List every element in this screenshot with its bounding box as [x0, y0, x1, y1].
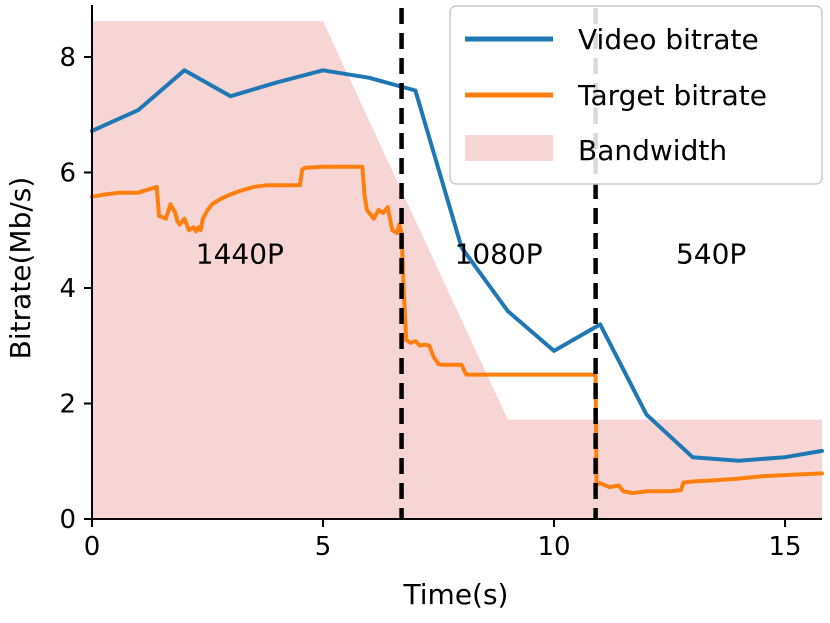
tick-labels: 0 5 10 15 0 2 4 6 8 — [59, 43, 801, 562]
x-axis-title: Time(s) — [403, 578, 509, 611]
y-axis-title: Bitrate(Mb/s) — [4, 177, 37, 360]
annotation-label: 1440P — [196, 237, 284, 270]
y-tick-label: 6 — [59, 158, 76, 188]
legend: Video bitrate Target bitrate Bandwidth — [449, 5, 823, 185]
y-tick-label: 8 — [59, 43, 76, 73]
x-tick-label: 10 — [537, 532, 570, 562]
axes — [84, 5, 822, 527]
annotation-label: 540P — [676, 237, 746, 270]
annotation-label: 1080P — [455, 237, 543, 270]
legend-label-bandwidth: Bandwidth — [578, 134, 727, 167]
y-tick-label: 0 — [59, 505, 76, 535]
y-tick-label: 4 — [59, 274, 76, 304]
series-lines-layer — [90, 68, 824, 495]
legend-label-video: Video bitrate — [578, 23, 759, 56]
target-bitrate-line — [90, 164, 824, 495]
x-tick-label: 5 — [315, 532, 332, 562]
legend-label-target: Target bitrate — [577, 79, 767, 112]
x-tick-label: 0 — [84, 532, 101, 562]
bandwidth-area — [92, 21, 822, 520]
legend-swatch-bandwidth — [465, 135, 553, 161]
video-bitrate-line — [90, 68, 824, 463]
y-tick-label: 2 — [59, 389, 76, 419]
bandwidth-area-layer — [92, 21, 822, 520]
x-tick-label: 15 — [768, 532, 801, 562]
